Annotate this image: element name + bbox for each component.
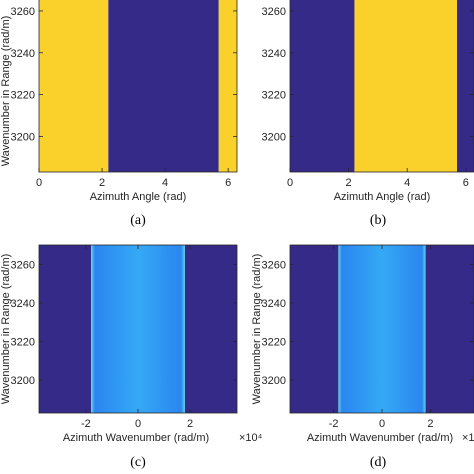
y-axis-label: Wavenumber in Range (rad/m) (0, 254, 12, 405)
y-tick-label: 3200 (11, 131, 35, 143)
y-tick-label: 3260 (11, 6, 35, 18)
heatmap-band (184, 245, 237, 413)
y-tick-label: 3260 (11, 259, 35, 271)
y-tick-label: 3220 (262, 337, 286, 349)
heatmap-band (425, 245, 474, 413)
x-tick-label: -2 (81, 418, 91, 430)
x-axis-label: Azimuth Angle (rad) (90, 191, 187, 203)
heatmap-band (218, 0, 237, 172)
x-tick-label: 0 (135, 418, 141, 430)
y-tick-label: 3240 (11, 298, 35, 310)
plot-frame (289, 0, 474, 173)
panel-label: (d) (370, 455, 387, 470)
heatmap-band (39, 245, 92, 413)
y-tick-label: 3240 (11, 48, 35, 60)
y-tick-label: 3220 (11, 337, 35, 349)
heatmap-band (354, 0, 458, 172)
heatmap-band (338, 245, 426, 413)
x-tick-label: 6 (225, 177, 231, 189)
panel-c: 3200 3220 3240 3260 -2 0 2 ×10⁴ Azimuth Wavenumb… (0, 244, 263, 470)
heatmap-band (108, 0, 219, 172)
y-tick-label: 3260 (262, 259, 286, 271)
x-tick-label: 6 (463, 177, 469, 189)
x-axis-label: Azimuth Wavenumber (rad/m) (63, 432, 209, 444)
y-tick-label: 3220 (262, 90, 286, 102)
x-axis-exponent: ×10⁴ (239, 432, 263, 444)
panel-label: (a) (130, 213, 146, 228)
heatmap-band (290, 245, 339, 413)
x-tick-label: 2 (346, 177, 352, 189)
x-axis-label: Azimuth Wavenumber (rad/m) (307, 432, 453, 444)
y-tick-label: 3220 (11, 90, 35, 102)
y-axis-label: Wavenumber in Range (rad/m) (251, 254, 263, 405)
x-tick-label: 0 (379, 418, 385, 430)
x-axis-label: Azimuth Angle (rad) (334, 191, 431, 203)
x-tick-label: 4 (162, 177, 168, 189)
x-tick-label: -2 (329, 418, 339, 430)
heatmap-band (290, 0, 355, 172)
heatmap-band (91, 245, 185, 413)
x-tick-label: 2 (187, 418, 193, 430)
x-tick-label: 2 (99, 177, 105, 189)
y-axis-label: Wavenumber in Range (rad/m) (0, 16, 12, 167)
x-tick-label: 4 (404, 177, 410, 189)
panel-a: 3200 3220 3240 3260 0 2 4 6 Azimuth Angle (rad) W… (0, 0, 238, 228)
y-tick-label: 3200 (262, 375, 286, 387)
x-tick-label: 2 (427, 418, 433, 430)
y-tick-label: 3240 (262, 298, 286, 310)
heatmap-band (457, 0, 474, 172)
x-axis-exponent: ×10 (462, 432, 474, 444)
y-tick-label: 3240 (262, 48, 286, 60)
x-tick-label: 0 (287, 177, 293, 189)
panel-label: (b) (370, 213, 387, 228)
panel-b: 3200 3220 3240 3260 0 2 4 6 Azimuth Angle (rad) (… (262, 0, 474, 228)
panel-d: 3200 3220 3240 3260 -2 0 2 ×10 Azimuth Wavenumbe… (251, 244, 474, 470)
x-tick-label: 0 (36, 177, 42, 189)
plot-frame (38, 0, 238, 173)
heatmap-band (39, 0, 109, 172)
y-tick-label: 3200 (262, 131, 286, 143)
panel-label: (c) (130, 455, 146, 470)
y-tick-label: 3260 (262, 6, 286, 18)
y-tick-label: 3200 (11, 375, 35, 387)
